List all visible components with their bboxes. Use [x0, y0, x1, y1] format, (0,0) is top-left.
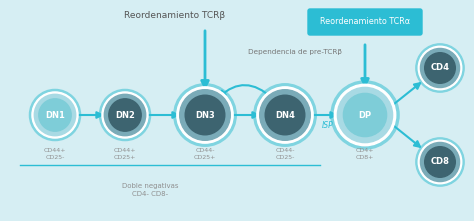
Circle shape	[100, 90, 151, 141]
Circle shape	[102, 92, 148, 138]
Text: CD8: CD8	[430, 158, 449, 166]
Text: DN2: DN2	[115, 110, 135, 120]
FancyBboxPatch shape	[308, 9, 422, 35]
Text: Reordenamiento TCRα: Reordenamiento TCRα	[320, 17, 410, 27]
Circle shape	[254, 84, 316, 146]
Circle shape	[418, 46, 462, 90]
Circle shape	[174, 84, 236, 146]
Circle shape	[260, 90, 310, 140]
Circle shape	[104, 94, 146, 136]
Circle shape	[334, 84, 396, 146]
Text: CD4+
CD8+: CD4+ CD8+	[356, 148, 374, 160]
Circle shape	[29, 90, 81, 141]
Circle shape	[420, 143, 460, 181]
Circle shape	[337, 87, 392, 143]
Circle shape	[34, 94, 76, 136]
Circle shape	[180, 90, 230, 140]
Circle shape	[177, 87, 233, 143]
Text: DN1: DN1	[45, 110, 65, 120]
Circle shape	[416, 138, 464, 186]
Text: DN4: DN4	[275, 110, 295, 120]
Text: DP: DP	[358, 110, 372, 120]
Text: ISP: ISP	[322, 122, 334, 130]
Circle shape	[185, 95, 225, 135]
Circle shape	[416, 44, 464, 92]
Text: DN3: DN3	[195, 110, 215, 120]
Circle shape	[425, 147, 456, 177]
Text: Reordenamiento TCRβ: Reordenamiento TCRβ	[125, 11, 226, 21]
Circle shape	[418, 140, 462, 184]
Circle shape	[425, 53, 456, 83]
Text: Dependencia de pre-TCRβ: Dependencia de pre-TCRβ	[248, 49, 342, 55]
Text: CD44-
CD25+: CD44- CD25+	[194, 148, 216, 160]
Text: CD44+
CD25-: CD44+ CD25-	[44, 148, 66, 160]
Circle shape	[265, 95, 305, 135]
Circle shape	[109, 99, 141, 131]
Circle shape	[420, 48, 460, 88]
Circle shape	[331, 81, 399, 149]
Circle shape	[343, 93, 387, 137]
Text: CD44+
CD25+: CD44+ CD25+	[114, 148, 136, 160]
Text: CD4: CD4	[430, 63, 449, 72]
Circle shape	[39, 99, 71, 131]
Circle shape	[32, 92, 78, 138]
Text: Doble negativas
CD4- CD8-: Doble negativas CD4- CD8-	[122, 183, 178, 197]
Circle shape	[257, 87, 313, 143]
Text: CD44-
CD25-: CD44- CD25-	[275, 148, 295, 160]
